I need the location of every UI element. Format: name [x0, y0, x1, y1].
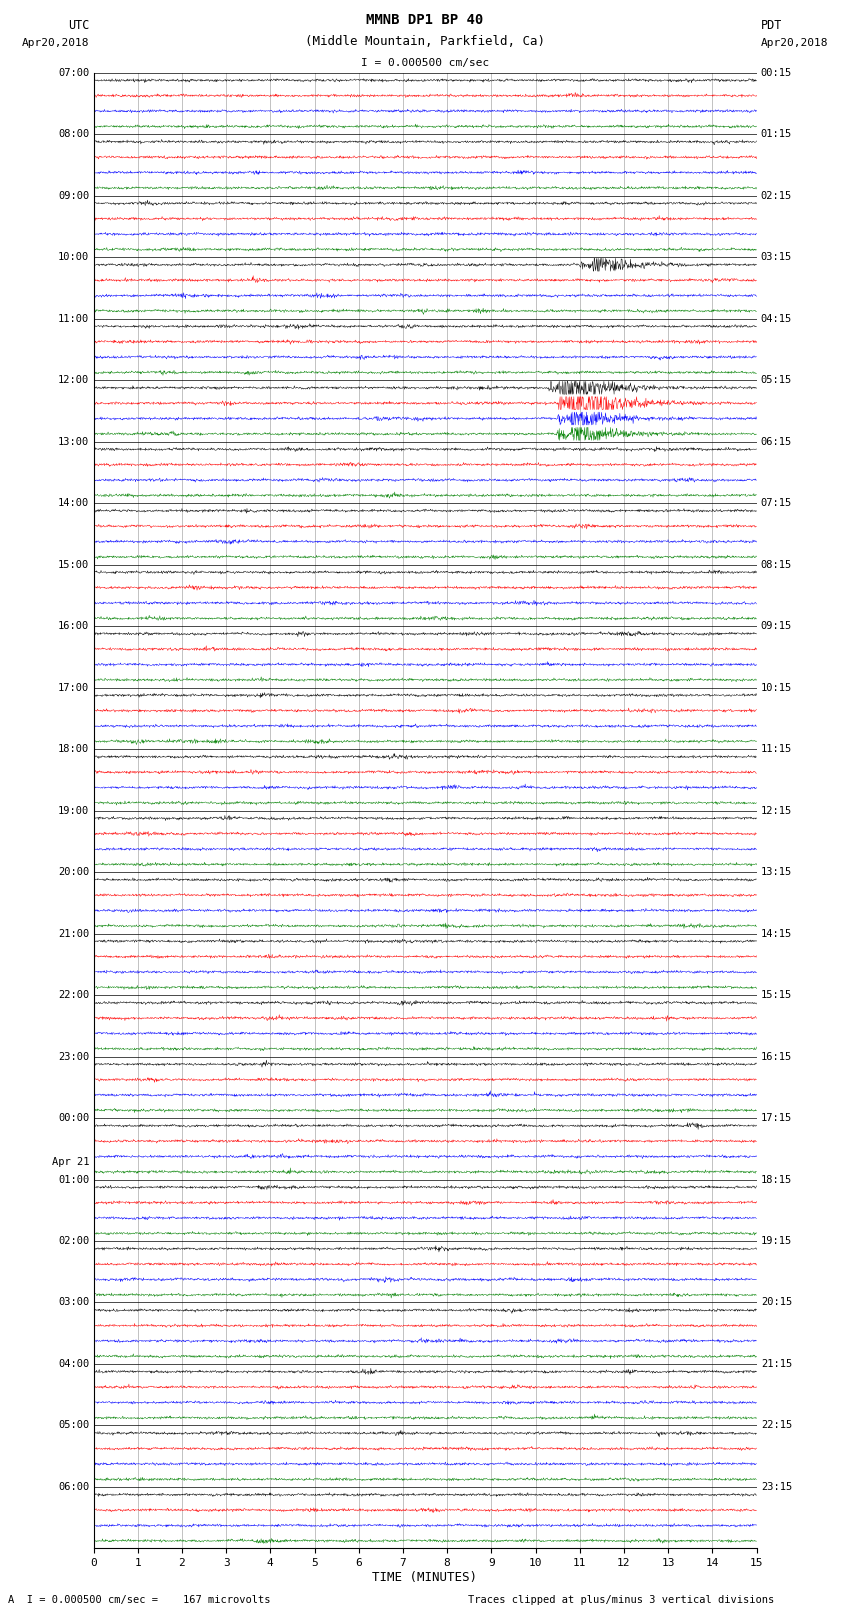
Text: 15:00: 15:00: [58, 560, 89, 569]
Text: 13:00: 13:00: [58, 437, 89, 447]
Text: 00:15: 00:15: [761, 68, 792, 77]
Text: 09:15: 09:15: [761, 621, 792, 631]
Text: 10:00: 10:00: [58, 252, 89, 261]
Text: 19:15: 19:15: [761, 1236, 792, 1245]
Text: 20:15: 20:15: [761, 1297, 792, 1308]
Text: 08:00: 08:00: [58, 129, 89, 139]
Text: 11:00: 11:00: [58, 313, 89, 324]
Text: 14:15: 14:15: [761, 929, 792, 939]
Text: 06:00: 06:00: [58, 1482, 89, 1492]
Text: 10:15: 10:15: [761, 682, 792, 692]
Text: 05:15: 05:15: [761, 376, 792, 386]
Text: MMNB DP1 BP 40: MMNB DP1 BP 40: [366, 13, 484, 27]
Text: (Middle Mountain, Parkfield, Ca): (Middle Mountain, Parkfield, Ca): [305, 35, 545, 48]
Text: 03:00: 03:00: [58, 1297, 89, 1308]
Text: 22:15: 22:15: [761, 1421, 792, 1431]
Text: 12:00: 12:00: [58, 376, 89, 386]
Text: 04:00: 04:00: [58, 1360, 89, 1369]
Text: UTC: UTC: [68, 19, 89, 32]
Text: 17:00: 17:00: [58, 682, 89, 692]
Text: 11:15: 11:15: [761, 744, 792, 753]
Text: 20:00: 20:00: [58, 868, 89, 877]
Text: 02:00: 02:00: [58, 1236, 89, 1245]
Text: 06:15: 06:15: [761, 437, 792, 447]
Text: I = 0.000500 cm/sec: I = 0.000500 cm/sec: [361, 58, 489, 68]
Text: 00:00: 00:00: [58, 1113, 89, 1123]
Text: 16:00: 16:00: [58, 621, 89, 631]
Text: A  I = 0.000500 cm/sec =    167 microvolts: A I = 0.000500 cm/sec = 167 microvolts: [8, 1595, 271, 1605]
Text: 07:00: 07:00: [58, 68, 89, 77]
Text: Traces clipped at plus/minus 3 vertical divisions: Traces clipped at plus/minus 3 vertical …: [468, 1595, 774, 1605]
Text: 07:15: 07:15: [761, 498, 792, 508]
Text: 17:15: 17:15: [761, 1113, 792, 1123]
Text: 14:00: 14:00: [58, 498, 89, 508]
Text: 04:15: 04:15: [761, 313, 792, 324]
Text: Apr 21: Apr 21: [52, 1157, 89, 1166]
Text: 16:15: 16:15: [761, 1052, 792, 1061]
Text: Apr20,2018: Apr20,2018: [761, 39, 828, 48]
Text: 21:15: 21:15: [761, 1360, 792, 1369]
Text: 21:00: 21:00: [58, 929, 89, 939]
Text: 22:00: 22:00: [58, 990, 89, 1000]
Text: 12:15: 12:15: [761, 805, 792, 816]
Text: 15:15: 15:15: [761, 990, 792, 1000]
Text: 23:00: 23:00: [58, 1052, 89, 1061]
Text: 09:00: 09:00: [58, 190, 89, 200]
Text: 13:15: 13:15: [761, 868, 792, 877]
Text: 23:15: 23:15: [761, 1482, 792, 1492]
Text: Apr20,2018: Apr20,2018: [22, 39, 89, 48]
Text: 02:15: 02:15: [761, 190, 792, 200]
Text: 19:00: 19:00: [58, 805, 89, 816]
Text: 05:00: 05:00: [58, 1421, 89, 1431]
Text: 18:00: 18:00: [58, 744, 89, 753]
Text: 01:00: 01:00: [58, 1174, 89, 1184]
Text: 18:15: 18:15: [761, 1174, 792, 1184]
Text: 03:15: 03:15: [761, 252, 792, 261]
Text: 01:15: 01:15: [761, 129, 792, 139]
X-axis label: TIME (MINUTES): TIME (MINUTES): [372, 1571, 478, 1584]
Text: 08:15: 08:15: [761, 560, 792, 569]
Text: PDT: PDT: [761, 19, 782, 32]
